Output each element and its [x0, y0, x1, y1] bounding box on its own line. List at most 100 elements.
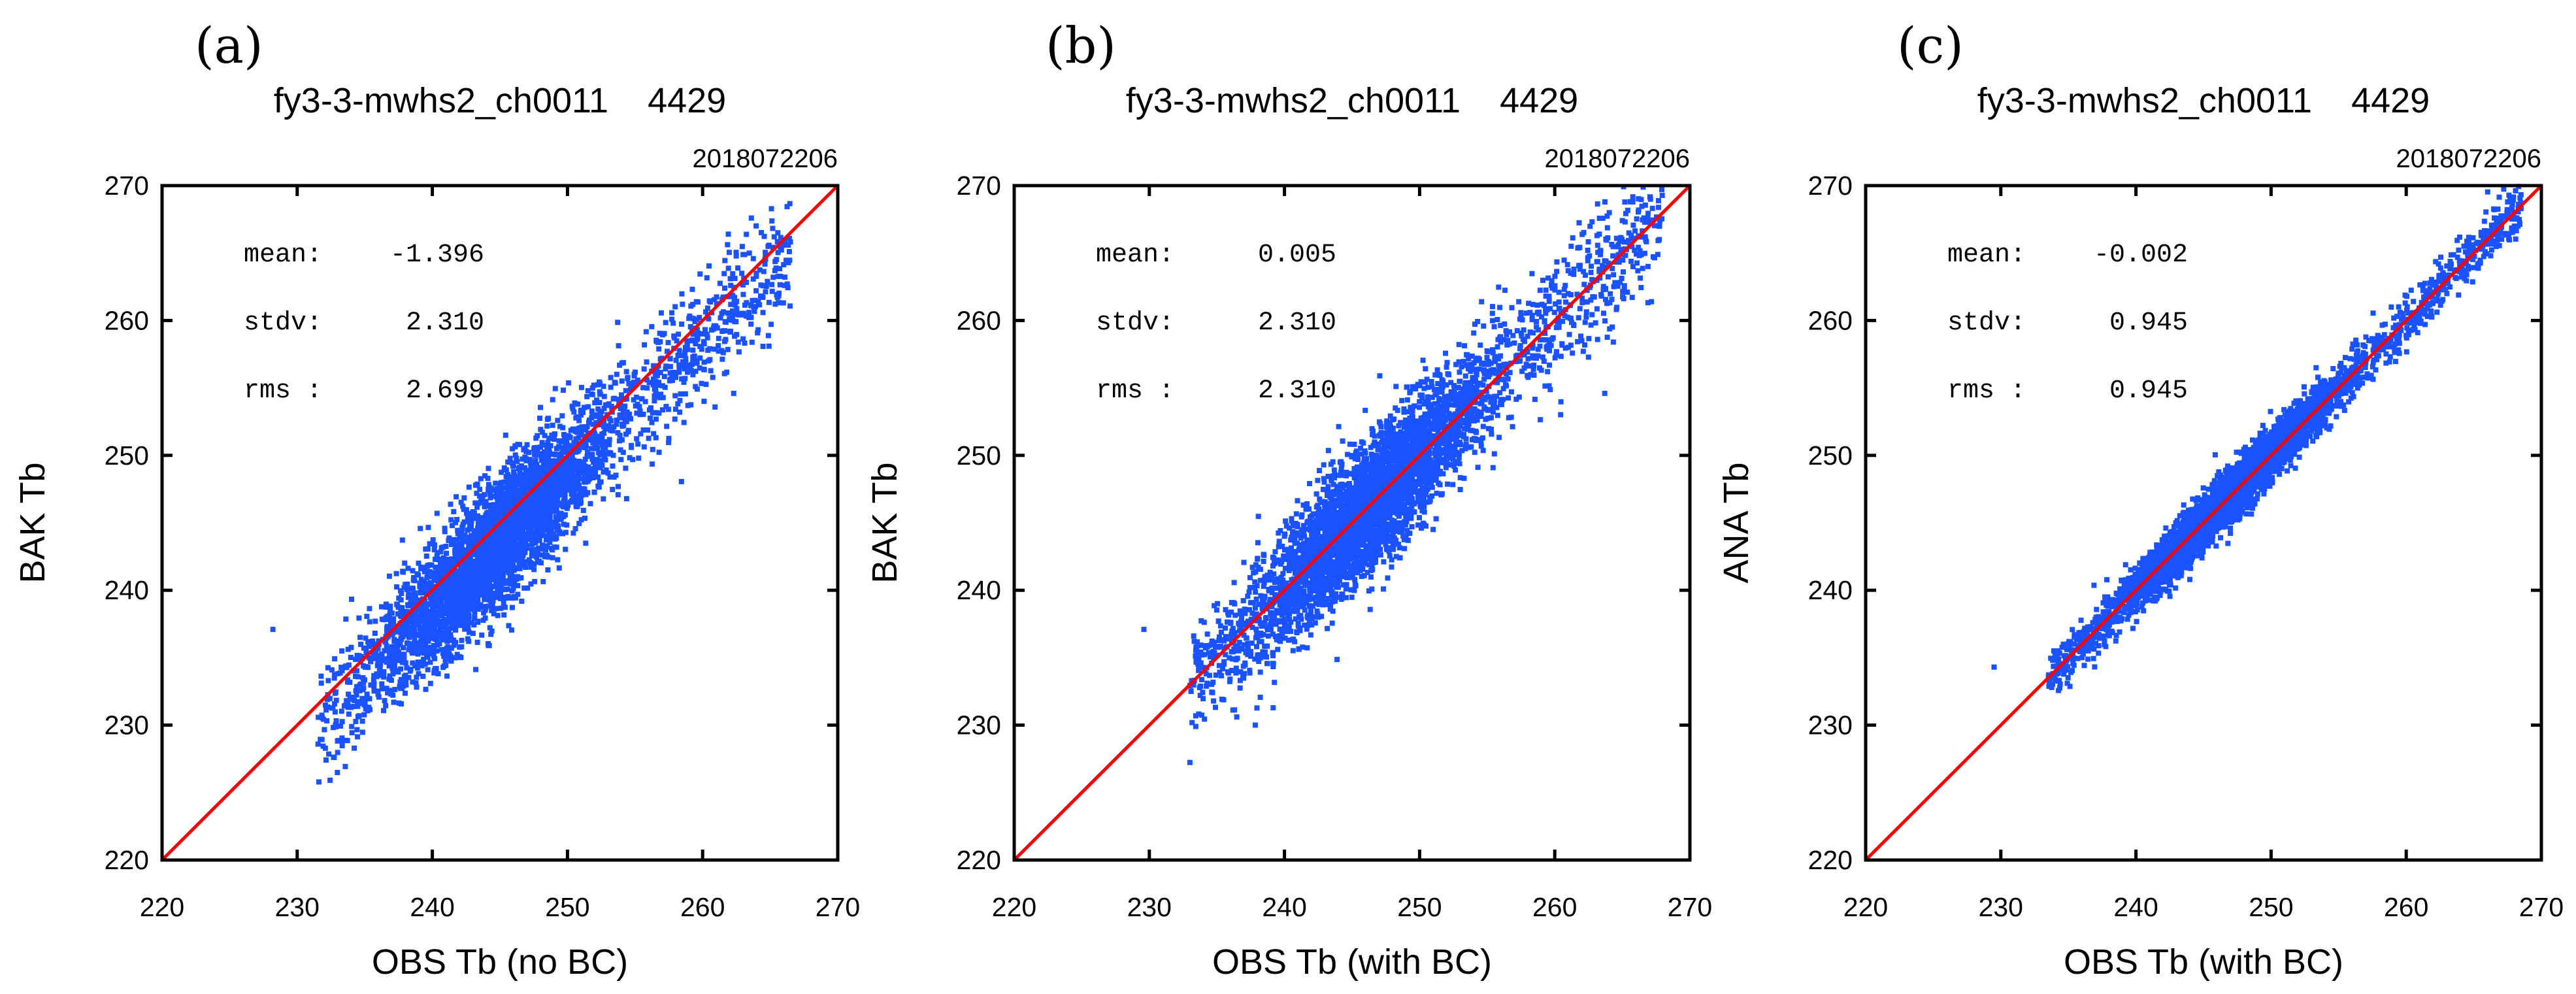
scatter-point — [479, 552, 484, 558]
scatter-point — [584, 471, 590, 476]
scatter-point — [535, 547, 540, 552]
scatter-point — [453, 520, 458, 525]
scatter-point — [523, 534, 529, 540]
scatter-point — [477, 535, 483, 540]
scatter-point — [516, 561, 522, 567]
scatter-point — [438, 618, 444, 624]
scatter-point — [410, 650, 415, 656]
scatter-point — [416, 597, 421, 603]
scatter-point — [489, 512, 495, 518]
scatter-point — [432, 542, 437, 548]
scatter-point — [563, 472, 569, 478]
scatter-point — [623, 496, 629, 502]
scatter-point — [457, 597, 463, 602]
scatter-point — [601, 393, 607, 399]
scatter-point — [586, 452, 591, 457]
scatter-point — [784, 204, 790, 210]
scatter-point — [437, 627, 443, 633]
scatter-point — [432, 629, 438, 635]
scatter-point — [734, 299, 740, 305]
scatter-point — [350, 704, 356, 709]
y-axis-label: BAK Tb — [13, 462, 52, 583]
scatter-point — [646, 380, 652, 386]
scatter-point — [714, 301, 719, 306]
scatter-point — [473, 667, 479, 672]
scatter-point — [535, 551, 540, 557]
scatter-point — [398, 629, 404, 635]
scatter-point — [425, 621, 431, 627]
scatter-point — [381, 674, 387, 680]
scatter-point — [511, 565, 517, 571]
scatter-point — [474, 505, 480, 510]
scatter-point — [516, 489, 521, 495]
scatter-point — [761, 233, 767, 239]
scatter-point — [451, 601, 457, 607]
scatter-point — [399, 701, 405, 707]
scatter-point — [474, 639, 480, 645]
scatter-point — [418, 564, 424, 570]
scatter-point — [445, 567, 451, 573]
scatter-point — [720, 350, 726, 356]
scatter-point — [557, 423, 563, 429]
scatter-point — [423, 554, 429, 559]
scatter-point — [627, 455, 633, 461]
scatter-point — [324, 697, 330, 703]
scatter-point — [567, 435, 573, 440]
scatter-point — [651, 363, 657, 369]
scatter-point — [659, 383, 665, 389]
scatter-point — [458, 499, 464, 505]
scatter-point — [496, 552, 502, 557]
scatter-point — [538, 560, 544, 566]
scatter-point — [477, 516, 483, 522]
scatter-point — [540, 523, 546, 529]
scatter-point — [474, 536, 480, 542]
scatter-point — [489, 608, 495, 614]
scatter-point — [480, 589, 486, 595]
scatter-point — [596, 439, 602, 445]
scatter-point — [644, 359, 650, 365]
scatter-point — [561, 388, 566, 393]
scatter-point — [535, 523, 540, 529]
scatter-point — [693, 384, 699, 389]
scatter-point — [345, 700, 351, 706]
scatter-point — [666, 440, 672, 446]
scatter-point — [539, 429, 545, 435]
scatter-point — [645, 427, 651, 433]
scatter-point — [343, 663, 348, 669]
scatter-point — [401, 652, 407, 657]
scatter-point — [620, 410, 626, 416]
scatter-point — [386, 676, 392, 682]
scatter-point — [444, 673, 450, 679]
scatter-point — [553, 544, 559, 550]
scatter-point — [347, 696, 353, 702]
scatter-point — [382, 648, 388, 654]
scatter-point — [1456, 342, 1462, 348]
scatter-point — [416, 560, 421, 566]
scatter-point — [643, 329, 649, 335]
scatter-point — [569, 469, 575, 475]
scatter-point — [614, 371, 619, 377]
scatter-point — [425, 644, 431, 650]
scatter-point — [467, 594, 472, 600]
scatter-point — [521, 506, 527, 512]
scatter-point — [722, 257, 728, 263]
scatter-point — [424, 574, 430, 580]
scatter-point — [491, 550, 497, 555]
scatter-point — [755, 299, 761, 305]
scatter-point — [650, 410, 655, 416]
scatter-point — [680, 301, 685, 307]
scatter-point — [496, 503, 502, 508]
scatter-point — [510, 498, 516, 504]
scatter-point — [484, 578, 490, 584]
scatter-point — [679, 376, 685, 382]
scatter-point — [461, 605, 467, 611]
scatter-point — [466, 565, 472, 571]
stat-value: 2.310 — [406, 308, 484, 338]
scatter-point — [731, 390, 736, 396]
scatter-point — [757, 293, 763, 299]
scatter-point — [455, 554, 461, 560]
scatter-point — [575, 480, 581, 485]
scatter-point — [474, 573, 480, 579]
scatter-point — [553, 446, 559, 452]
scatter-point — [616, 343, 621, 349]
